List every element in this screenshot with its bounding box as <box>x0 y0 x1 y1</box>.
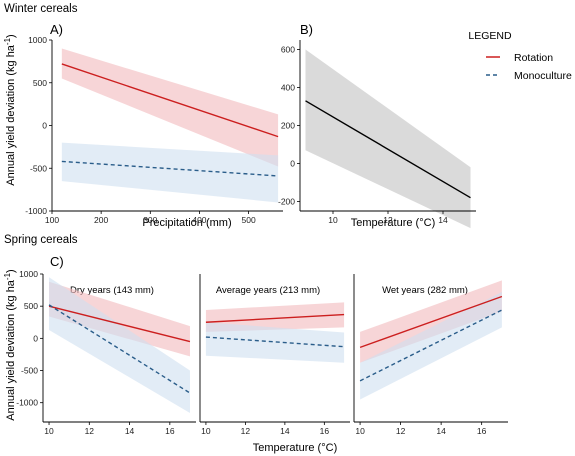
panel-label-b: B) <box>300 22 313 37</box>
y-tick-label: -1000 <box>25 206 47 216</box>
y-tick-label: 1000 <box>28 35 47 45</box>
fit-line-rotation <box>48 305 191 343</box>
x-tick-label: 10 <box>201 426 211 436</box>
x-tick-label: 500 <box>242 215 256 225</box>
y-axis-title-a: Annual yield deviation (kg ha-1) <box>3 34 17 185</box>
x-tick-label: 10 <box>328 215 338 225</box>
x-tick-label: 16 <box>165 426 175 436</box>
x-axis-title-a: Precipitation (mm) <box>142 217 231 229</box>
panel-label-a: A) <box>50 22 63 37</box>
y-tick-label: 500 <box>24 301 38 311</box>
x-tick-label: 200 <box>94 215 108 225</box>
confidence-band-monoculture <box>61 142 279 203</box>
x-tick-label: 100 <box>45 215 59 225</box>
y-tick-label: -500 <box>30 163 47 173</box>
y-tick-label: 200 <box>281 121 295 131</box>
fit-line-monoculture <box>205 336 345 348</box>
panel-a: 100 200 300 400 500 -1000 -500 0 500 1000 <box>25 35 283 225</box>
confidence-band-rotation <box>49 281 190 357</box>
y-tick-label: -1000 <box>16 398 38 408</box>
fit-line-monoculture <box>61 160 279 177</box>
confidence-band-rotation <box>205 302 345 332</box>
legend-title: LEGEND <box>468 30 512 42</box>
fit-line-rotation <box>61 63 279 138</box>
fit-line-monoculture <box>359 309 503 382</box>
y-tick-label: 500 <box>33 78 47 88</box>
y-tick-label: 0 <box>42 121 47 131</box>
subtitle-dry: Dry years (143 mm) <box>70 285 154 296</box>
section-title-spring: Spring cereals <box>4 234 78 246</box>
x-tick-label: 14 <box>438 215 448 225</box>
fit-line-rotation <box>205 313 345 323</box>
x-tick-label: 16 <box>477 426 487 436</box>
fit-line-rotation <box>359 295 503 349</box>
y-tick-label: 1000 <box>19 269 38 279</box>
x-tick-label: 14 <box>125 426 135 436</box>
section-title-winter: Winter cereals <box>4 3 78 15</box>
legend: LEGEND Rotation Monoculture <box>468 30 572 82</box>
y-axis-title-c: Annual yield deviation (kg ha-1) <box>3 269 17 420</box>
panel-label-c: C) <box>50 254 64 269</box>
x-tick-label: 12 <box>241 426 251 436</box>
x-axis-title-c: Temperature (°C) <box>253 442 337 454</box>
x-tick-label: 14 <box>280 426 290 436</box>
y-tick-label: -500 <box>21 366 38 376</box>
x-tick-label: 12 <box>396 426 406 436</box>
confidence-band-monoculture <box>49 277 190 413</box>
subtitle-wet: Wet years (282 mm) <box>382 285 468 296</box>
panel-b: 10 12 14 -200 0 200 400 600 <box>278 40 476 229</box>
x-tick-label: 10 <box>44 426 54 436</box>
x-tick-label: 400 <box>192 215 206 225</box>
panel-c-wet: 10 12 14 16 <box>353 274 508 436</box>
confidence-band-rotation <box>61 48 279 167</box>
panel-c-average: 10 12 14 16 <box>199 274 350 436</box>
confidence-band-fit <box>305 49 471 229</box>
y-tick-label: -200 <box>278 197 295 207</box>
y-tick-label: 600 <box>281 45 295 55</box>
subtitle-average: Average years (213 mm) <box>216 285 320 296</box>
panel-c-dry: 10 12 14 16 -1000 -500 0 500 1000 <box>16 269 196 436</box>
legend-rotation-label: Rotation <box>514 52 553 64</box>
y-tick-label: 0 <box>290 159 295 169</box>
x-tick-label: 12 <box>85 426 95 436</box>
x-tick-label: 10 <box>355 426 365 436</box>
fit-line-temperature <box>305 100 471 199</box>
x-tick-label: 14 <box>436 426 446 436</box>
confidence-band-monoculture <box>205 322 345 363</box>
y-tick-label: 400 <box>281 83 295 93</box>
x-tick-label: 12 <box>383 215 393 225</box>
x-tick-label: 16 <box>320 426 330 436</box>
legend-monoculture-label: Monoculture <box>514 70 572 82</box>
x-axis-title-b: Temperature (°C) <box>351 217 435 229</box>
y-tick-label: 0 <box>33 333 38 343</box>
x-tick-label: 300 <box>143 215 157 225</box>
